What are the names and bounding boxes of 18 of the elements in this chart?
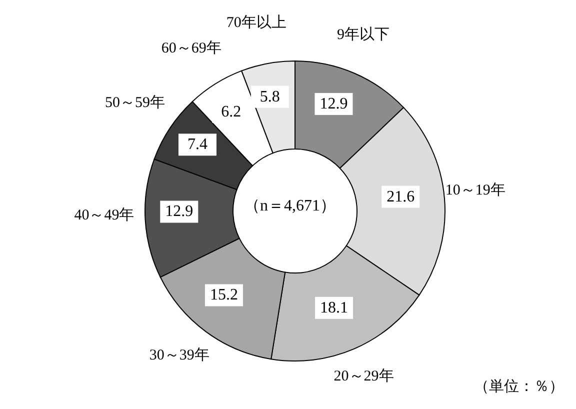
slice-label: 50～59年 (104, 94, 165, 112)
slice-label: 70年以上 (226, 14, 286, 32)
data-label: 21.6 (386, 188, 415, 206)
slice-label: 40～49年 (74, 206, 134, 224)
data-label: 18.1 (320, 299, 348, 316)
text: （n＝4,671） (244, 198, 336, 214)
slice-label: 9年以下 (337, 26, 390, 44)
data-label: 7.4 (187, 136, 208, 154)
data-label: 5.8 (260, 88, 280, 106)
data-label: 6.2 (221, 103, 242, 120)
data-label: 12.9 (165, 203, 194, 220)
slice-label: 30～39年 (149, 346, 210, 364)
data-label: 12.9 (320, 95, 348, 112)
slice-label: 10～19年 (445, 182, 506, 199)
data-label: 15.2 (210, 286, 238, 304)
slice-label: 60～69年 (161, 39, 222, 56)
text: （単位：％） (474, 378, 564, 395)
slice-label: 20～29年 (334, 368, 394, 385)
